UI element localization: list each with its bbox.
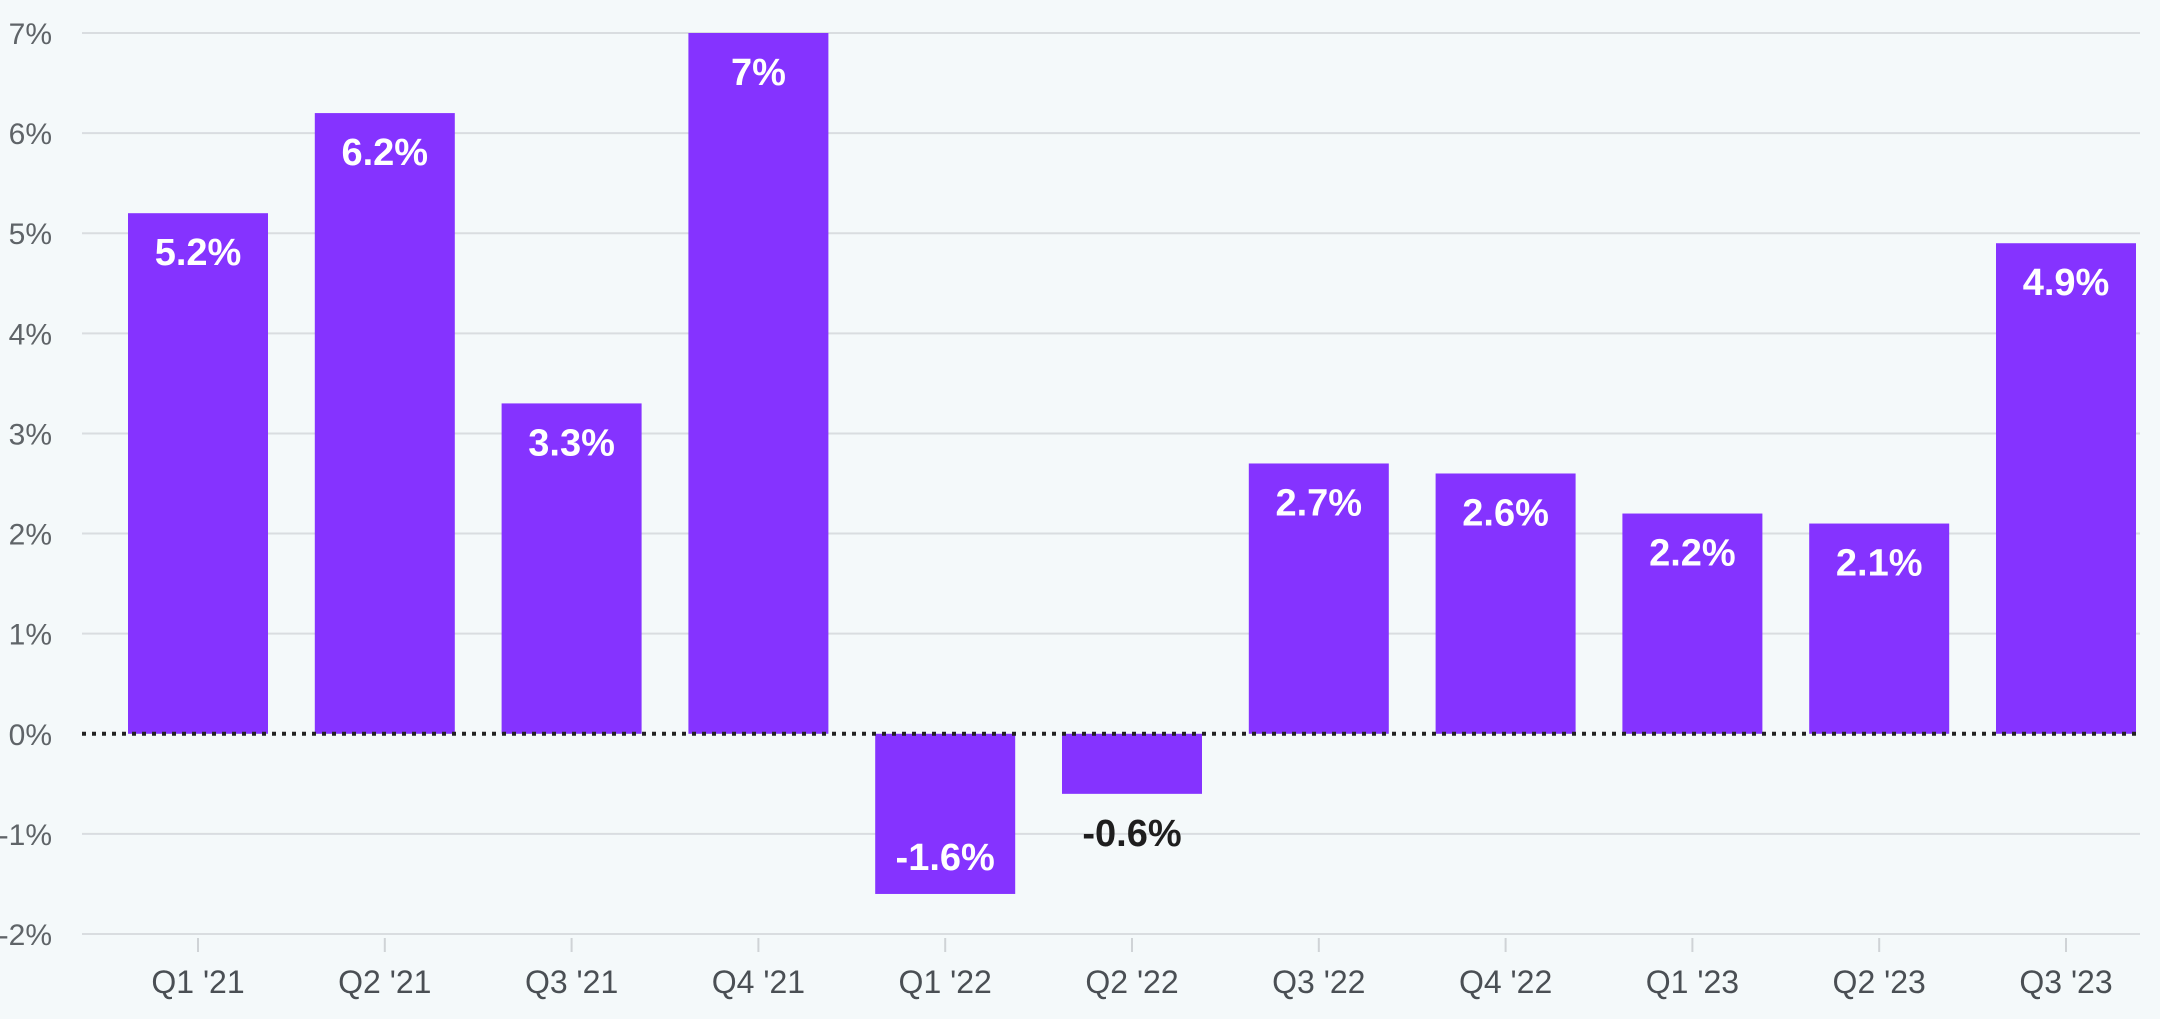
y-tick-label: -1% [0, 819, 52, 852]
y-tick-label: 4% [9, 318, 52, 351]
data-label: -0.6% [1082, 813, 1181, 855]
bar [1248, 463, 1389, 734]
data-label: 2.1% [1836, 543, 1923, 585]
y-tick-label: 0% [9, 719, 52, 752]
bar [128, 213, 268, 734]
data-label: -1.6% [896, 837, 995, 879]
y-tick-label: 5% [9, 218, 52, 251]
x-tick-label: Q4 '21 [712, 964, 805, 1000]
y-tick-label: 3% [9, 418, 52, 451]
x-tick-label: Q3 '22 [1272, 964, 1365, 1000]
x-tick-label: Q2 '21 [338, 964, 431, 1000]
x-tick-label: Q3 '23 [2019, 964, 2112, 1000]
data-label: 6.2% [341, 132, 428, 174]
y-tick-label: 7% [9, 18, 52, 51]
bars [128, 33, 2136, 894]
x-axis: Q1 '21 Q2 '21 Q3 '21 Q4 '21 Q1 '22 Q2 '22 Q3 '… [151, 938, 2113, 1000]
x-tick-label: Q4 '22 [1459, 964, 1552, 1000]
x-tick-label: Q1 '23 [1646, 964, 1739, 1000]
data-label: 2.7% [1275, 482, 1362, 524]
data-labels: 5.2% 6.2% 3.3% 7% -1.6% -0.6% 2.7% 2.6% 2.2% 2.1%… [155, 52, 2110, 879]
data-label: 5.2% [155, 232, 242, 274]
data-label: 7% [731, 52, 786, 94]
x-tick-label: Q2 '23 [1833, 964, 1926, 1000]
x-tick-label: Q2 '22 [1085, 964, 1178, 1000]
data-label: 2.2% [1649, 533, 1736, 575]
bar [1062, 733, 1202, 794]
bar [1809, 523, 1950, 734]
x-tick-label: Q1 '21 [151, 964, 244, 1000]
y-tick-label: 1% [9, 619, 52, 652]
bar [875, 733, 1016, 894]
data-label: 2.6% [1462, 492, 1549, 534]
y-tick-label: 2% [9, 519, 52, 552]
data-label: 4.9% [2023, 262, 2110, 304]
bar [688, 33, 829, 734]
x-tick-label: Q1 '22 [899, 964, 992, 1000]
x-tick-label: Q3 '21 [525, 964, 618, 1000]
bar [314, 113, 455, 734]
bar [501, 403, 642, 734]
bar [1435, 473, 1576, 734]
bar [1622, 513, 1763, 734]
y-tick-label: 6% [9, 118, 52, 151]
y-axis: 7% 6% 5% 4% 3% 2% 1% 0% -1% -2% [0, 18, 52, 952]
y-tick-label: -2% [0, 919, 52, 952]
data-label: 3.3% [528, 422, 615, 464]
bar [1996, 243, 2136, 734]
